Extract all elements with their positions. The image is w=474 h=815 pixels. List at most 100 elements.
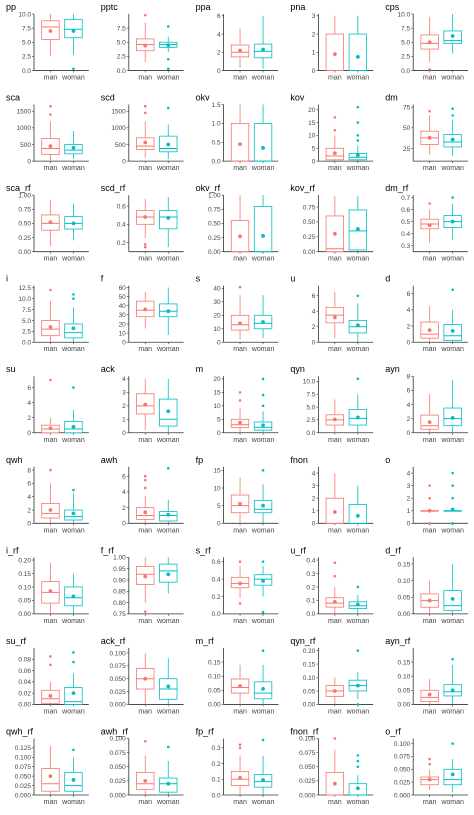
panel-d_rf: d_rf 0.00 0.05 0.10 0.15 man woman	[385, 545, 468, 625]
panel-kov: kov 0 5 10 15 20 man woman	[290, 93, 374, 172]
y-tick-label: 0.75	[18, 207, 31, 214]
x-tick-label: man	[328, 256, 342, 263]
mean-point	[450, 507, 455, 512]
outlier-point	[261, 560, 265, 563]
x-tick-label: woman	[251, 75, 275, 82]
y-tick-label: 7.5	[306, 392, 315, 399]
mean-point	[261, 778, 265, 782]
outlier-point	[143, 104, 147, 108]
x-tick-label: woman	[61, 618, 85, 625]
panel-title: pp	[6, 2, 16, 12]
y-tick-label: 5	[312, 146, 316, 153]
x-tick-label: woman	[440, 527, 464, 534]
mean-point	[261, 320, 265, 324]
outlier-point	[143, 13, 147, 17]
panel-awh_rf: awh_rf 0.000 0.025 0.050 0.075 0.100 man woman	[101, 726, 184, 806]
mean-point	[332, 599, 337, 604]
outlier-point	[49, 113, 52, 116]
x-tick-label: man	[44, 708, 58, 715]
y-tick-label: 2.5	[22, 329, 31, 336]
y-tick-label: 0.100	[394, 741, 411, 748]
outlier-point	[72, 748, 75, 752]
x-tick-label: man	[233, 799, 247, 806]
y-tick-label: 7.5	[401, 25, 410, 32]
outlier-point	[356, 139, 360, 142]
x-tick-label: woman	[156, 618, 180, 625]
mean-point	[355, 415, 360, 420]
panel-s_rf: s_rf 0.0 0.2 0.4 0.6 man woman	[196, 545, 279, 625]
y-tick-label: 0.05	[398, 688, 411, 695]
mean-point	[143, 307, 148, 312]
x-tick-label: woman	[251, 527, 275, 534]
outlier-point	[356, 105, 360, 109]
y-tick-label: 0.02	[18, 690, 31, 697]
y-tick-label: 0.075	[110, 663, 127, 670]
y-tick-label: 0.000	[299, 792, 316, 799]
y-tick-label: 500	[115, 142, 126, 149]
y-tick-label: 0.90	[113, 577, 126, 584]
mean-point	[166, 43, 171, 48]
x-tick-label: woman	[346, 437, 370, 444]
outlier-point	[143, 610, 147, 613]
x-tick-label: man	[328, 346, 342, 353]
panel-title: qyn	[290, 364, 305, 374]
mean-point	[166, 142, 171, 147]
y-tick-label: 0.05	[398, 595, 411, 602]
y-tick-label: 0.5	[212, 140, 221, 147]
x-tick-label: woman	[346, 618, 370, 625]
panel-title: o	[385, 455, 390, 465]
y-tick-label: 0.1	[306, 598, 315, 605]
y-tick-label: 0.3	[212, 745, 221, 752]
panel-title: i_rf	[6, 545, 19, 555]
y-tick-label: 0.00	[208, 702, 221, 709]
mean-point	[48, 426, 53, 431]
y-tick-label: 0.025	[15, 783, 32, 790]
y-tick-label: 0.000	[394, 792, 411, 799]
x-tick-label: man	[44, 437, 58, 444]
x-tick-label: woman	[156, 256, 180, 263]
mean-point	[143, 676, 148, 681]
x-tick-label: woman	[440, 799, 464, 806]
x-tick-label: man	[44, 527, 58, 534]
mean-point	[71, 511, 76, 516]
y-tick-label: 0.10	[398, 578, 411, 585]
y-tick-label: 4	[27, 494, 31, 501]
mean-point	[450, 137, 455, 142]
panel-qwh_rf: qwh_rf 0.000 0.025 0.050 0.075 0.100 0.125 man w…	[6, 726, 89, 806]
y-tick-label: 5	[217, 503, 221, 510]
y-tick-label: 0	[27, 521, 31, 528]
panel-f: f 0 10 20 30 40 50 60 man woman	[101, 274, 184, 353]
panel-title: u_rf	[290, 545, 306, 555]
x-tick-label: woman	[61, 708, 85, 715]
panel-m_rf: m_rf 0.00 0.05 0.10 0.15 man woman	[196, 636, 279, 715]
y-tick-label: 2	[122, 403, 126, 410]
y-tick-label: 30	[213, 299, 221, 306]
x-tick-label: woman	[156, 437, 180, 444]
panel-title: su_rf	[6, 636, 27, 646]
outlier-point	[238, 399, 242, 402]
y-tick-label: 0	[312, 340, 316, 347]
panel-title: o_rf	[385, 726, 401, 736]
panel-title: i	[6, 274, 8, 284]
x-tick-label: woman	[346, 708, 370, 715]
y-tick-label: 0.20	[303, 648, 316, 655]
y-tick-label: 0.100	[15, 755, 32, 762]
x-tick-label: woman	[61, 75, 85, 82]
y-tick-label: 0	[27, 158, 31, 165]
y-tick-label: 0.050	[394, 767, 411, 774]
y-tick-label: 5.0	[22, 318, 31, 325]
mean-point	[238, 581, 242, 586]
x-tick-label: woman	[440, 708, 464, 715]
y-tick-label: 10	[308, 133, 316, 140]
panel-fnon: fnon 0 1 2 3 4 man woman	[290, 455, 374, 534]
x-tick-label: woman	[251, 165, 275, 172]
mean-point	[427, 508, 432, 513]
x-tick-label: man	[233, 256, 247, 263]
y-tick-label: 0.04	[18, 679, 31, 686]
y-tick-label: 1	[312, 508, 316, 515]
mean-point	[332, 151, 337, 156]
panel-scd: scd 0 500 1000 1500 man woman	[101, 93, 184, 172]
y-tick-label: 0	[122, 430, 126, 437]
y-tick-label: 3	[407, 483, 411, 490]
x-tick-label: man	[44, 618, 58, 625]
